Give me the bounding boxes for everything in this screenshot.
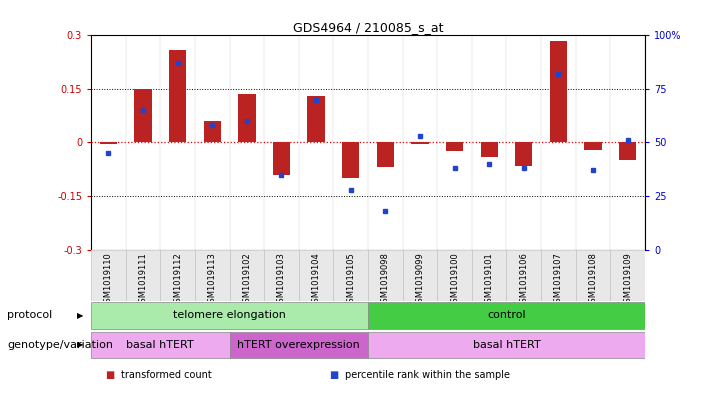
Bar	[203, 121, 221, 142]
Bar	[238, 94, 256, 142]
Text: ▶: ▶	[77, 311, 84, 320]
Text: protocol: protocol	[7, 310, 53, 320]
Text: transformed count: transformed count	[121, 370, 211, 380]
Bar	[161, 250, 195, 301]
Text: GSM1019101: GSM1019101	[484, 252, 494, 308]
Bar	[515, 142, 533, 166]
Title: GDS4964 / 210085_s_at: GDS4964 / 210085_s_at	[293, 21, 443, 34]
Text: genotype/variation: genotype/variation	[7, 340, 113, 350]
Text: GSM1019107: GSM1019107	[554, 252, 563, 308]
Bar	[195, 250, 230, 301]
Bar	[585, 142, 601, 150]
Text: percentile rank within the sample: percentile rank within the sample	[345, 370, 510, 380]
Text: GSM1019108: GSM1019108	[589, 252, 597, 308]
Bar	[576, 250, 611, 301]
Bar	[368, 250, 402, 301]
Text: GSM1019099: GSM1019099	[416, 252, 424, 308]
Bar	[264, 250, 299, 301]
Text: control: control	[487, 310, 526, 320]
Text: GSM1019109: GSM1019109	[623, 252, 632, 308]
Text: GSM1019098: GSM1019098	[381, 252, 390, 308]
Bar	[480, 142, 498, 157]
Bar	[619, 142, 637, 160]
Bar	[611, 250, 645, 301]
Text: GSM1019104: GSM1019104	[312, 252, 320, 308]
Text: GSM1019103: GSM1019103	[277, 252, 286, 308]
Bar	[368, 302, 645, 329]
Text: basal hTERT: basal hTERT	[126, 340, 194, 350]
Bar	[368, 332, 645, 358]
Text: ■: ■	[329, 370, 339, 380]
Text: GSM1019105: GSM1019105	[346, 252, 355, 308]
Bar	[230, 250, 264, 301]
Bar	[100, 142, 117, 144]
Bar	[446, 142, 463, 151]
Bar	[376, 142, 394, 167]
Text: GSM1019112: GSM1019112	[173, 252, 182, 308]
Bar	[437, 250, 472, 301]
Text: ■: ■	[105, 370, 114, 380]
Text: telomere elongation: telomere elongation	[173, 310, 286, 320]
Bar	[135, 89, 151, 142]
Bar	[308, 96, 325, 142]
Bar	[125, 250, 161, 301]
Bar	[91, 332, 230, 358]
Text: GSM1019110: GSM1019110	[104, 252, 113, 308]
Text: basal hTERT: basal hTERT	[472, 340, 540, 350]
Text: GSM1019111: GSM1019111	[139, 252, 147, 308]
Text: hTERT overexpression: hTERT overexpression	[238, 340, 360, 350]
Bar	[91, 302, 368, 329]
Bar	[342, 142, 360, 178]
Text: GSM1019102: GSM1019102	[243, 252, 252, 308]
Bar	[299, 250, 334, 301]
Bar	[472, 250, 507, 301]
Text: GSM1019113: GSM1019113	[207, 252, 217, 308]
Bar	[550, 41, 567, 142]
Bar	[273, 142, 290, 174]
Bar	[411, 142, 428, 144]
Bar	[91, 250, 125, 301]
Text: GSM1019100: GSM1019100	[450, 252, 459, 308]
Bar	[230, 332, 368, 358]
Bar	[334, 250, 368, 301]
Bar	[541, 250, 576, 301]
Bar	[507, 250, 541, 301]
Bar	[402, 250, 437, 301]
Bar	[169, 50, 186, 142]
Text: ▶: ▶	[77, 340, 84, 349]
Text: GSM1019106: GSM1019106	[519, 252, 529, 308]
